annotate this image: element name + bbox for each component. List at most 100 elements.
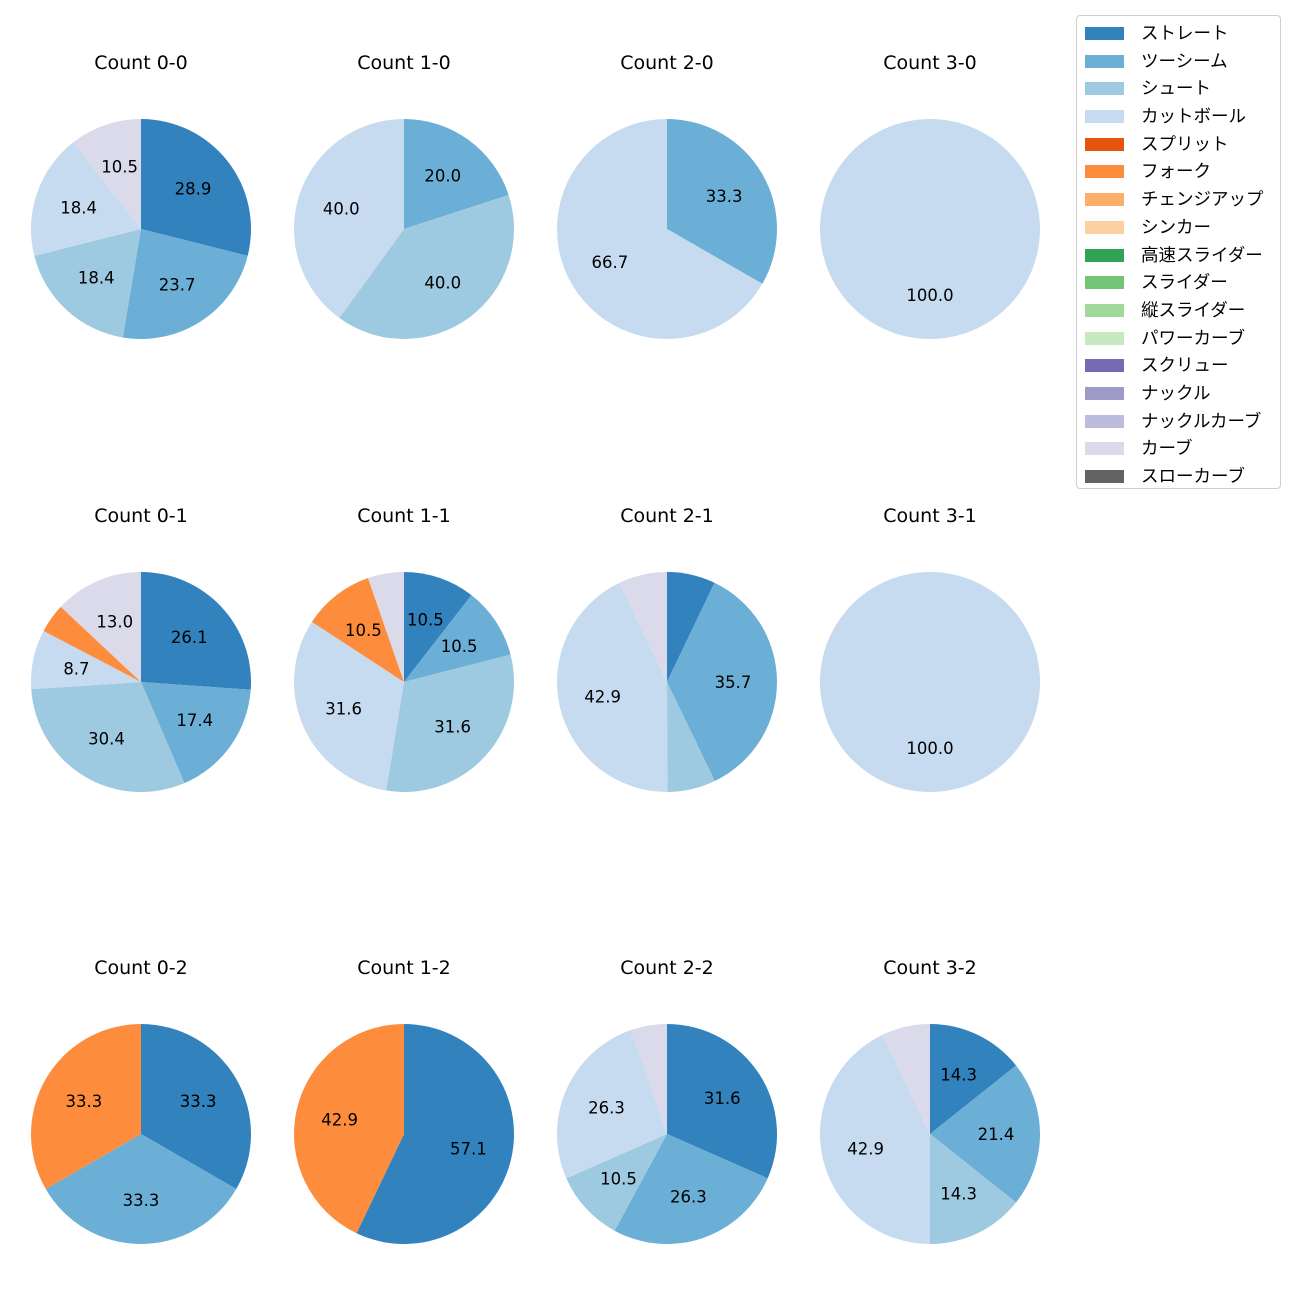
pie-slice bbox=[73, 119, 141, 229]
pie-slice bbox=[293, 119, 404, 318]
pie-slice-label: 100.0 bbox=[906, 286, 953, 305]
pie-slice bbox=[667, 682, 715, 792]
legend-label: ナックル bbox=[1141, 383, 1211, 404]
pie-slice-label: 33.3 bbox=[180, 1092, 217, 1111]
pie-slice-label: 40.0 bbox=[323, 200, 360, 219]
pie-slice-label: 33.3 bbox=[65, 1092, 102, 1111]
pie-slice bbox=[820, 119, 1040, 339]
legend-label: カーブ bbox=[1141, 439, 1193, 460]
pie-slice bbox=[667, 572, 715, 682]
pie-slice-label: 31.6 bbox=[704, 1089, 741, 1108]
legend-label: スライダー bbox=[1141, 273, 1228, 294]
pie-slice-label: 21.4 bbox=[978, 1125, 1015, 1144]
pie-slice bbox=[34, 229, 141, 338]
legend-label: フォーク bbox=[1141, 162, 1211, 183]
legend-item: 縦スライダー bbox=[1077, 296, 1280, 324]
pie-slice bbox=[667, 118, 778, 284]
pie-slice bbox=[557, 582, 668, 793]
pie-title: Count 3-1 bbox=[883, 505, 977, 527]
pie-slice-label: 33.3 bbox=[706, 187, 743, 206]
legend-swatch bbox=[1085, 27, 1124, 40]
pie-slice-label: 42.9 bbox=[847, 1140, 884, 1159]
pie-slice bbox=[667, 582, 777, 782]
pie-slice-label: 10.5 bbox=[407, 611, 444, 630]
pie-slice-label: 14.3 bbox=[940, 1066, 977, 1085]
pie-slice bbox=[141, 1024, 251, 1189]
pie-slice-label: 26.3 bbox=[670, 1187, 707, 1206]
pie-slice bbox=[293, 621, 404, 791]
legend-item: ナックルカーブ bbox=[1077, 407, 1280, 435]
pie-slice bbox=[557, 119, 763, 339]
legend-item: スプリット bbox=[1077, 130, 1280, 158]
legend: ストレート ツーシーム シュート カットボール スプリット フォーク チェンジアップ シンカー… bbox=[1076, 15, 1281, 489]
pie-slice bbox=[820, 572, 1040, 792]
pie-slice bbox=[930, 1065, 1040, 1203]
pie-slice-label: 28.9 bbox=[175, 179, 212, 198]
legend-swatch bbox=[1085, 331, 1124, 345]
legend-swatch bbox=[1085, 220, 1124, 234]
pie-7: Count 2-1 35.7 42.9 bbox=[557, 505, 777, 793]
pie-slice-label: 10.5 bbox=[345, 621, 382, 640]
pie-slice bbox=[930, 1134, 1017, 1244]
pie-slice-label: 13.0 bbox=[96, 612, 133, 631]
legend-label: ストレート bbox=[1141, 24, 1229, 44]
legend-label: シンカー bbox=[1141, 217, 1211, 238]
pie-title: Count 3-2 bbox=[883, 957, 977, 979]
pie-slice-label: 33.3 bbox=[123, 1191, 160, 1210]
pie-slice bbox=[631, 1024, 667, 1134]
legend-label: ツーシーム bbox=[1141, 51, 1228, 72]
pie-6: Count 1-1 10.5 10.5 31.6 31.6 10.5 bbox=[293, 505, 514, 793]
pie-slice bbox=[31, 682, 185, 792]
pie-1: Count 0-0 28.9 23.7 18.4 18.4 10.5 bbox=[30, 52, 252, 340]
legend-swatch bbox=[1085, 248, 1124, 262]
pie-slice bbox=[356, 1024, 515, 1244]
pie-slice-label: 100.0 bbox=[906, 739, 953, 758]
pie-slice-label: 31.6 bbox=[434, 718, 471, 737]
legend-label: 高速スライダー bbox=[1141, 245, 1263, 266]
legend-swatch bbox=[1085, 303, 1124, 317]
pie-slice bbox=[556, 1030, 667, 1179]
legend-item: シンカー bbox=[1077, 213, 1280, 241]
pie-slice bbox=[404, 119, 509, 229]
legend-item: 高速スライダー bbox=[1077, 241, 1280, 269]
pie-5: Count 0-1 26.1 17.4 30.4 8.7 13.0 bbox=[31, 505, 251, 792]
pie-title: Count 2-1 bbox=[620, 505, 714, 527]
pie-slice bbox=[368, 572, 404, 682]
pie-title: Count 1-2 bbox=[357, 957, 451, 979]
pie-slice bbox=[386, 654, 514, 793]
legend-item: シュート bbox=[1077, 74, 1280, 102]
pie-slice bbox=[122, 229, 248, 340]
legend-swatch bbox=[1085, 54, 1124, 68]
pie-slice bbox=[882, 1024, 930, 1134]
pie-slice bbox=[141, 572, 251, 690]
legend-swatch bbox=[1085, 414, 1124, 428]
pie-slice-label: 8.7 bbox=[63, 659, 89, 678]
pie-slice-label: 14.3 bbox=[940, 1184, 977, 1203]
pie-slice bbox=[820, 1034, 930, 1244]
pie-title: Count 2-2 bbox=[620, 957, 714, 979]
legend-label: スクリュー bbox=[1141, 356, 1229, 377]
pie-slice bbox=[45, 1134, 237, 1244]
pie-9: Count 0-2 33.3 33.3 33.3 bbox=[31, 957, 251, 1244]
pie-slice bbox=[43, 606, 141, 682]
legend-label: ナックルカーブ bbox=[1141, 411, 1262, 432]
pie-slice-label: 42.9 bbox=[321, 1110, 358, 1129]
pie-slice bbox=[930, 1024, 1017, 1134]
pie-slice bbox=[667, 1024, 778, 1179]
legend-swatch bbox=[1085, 386, 1124, 400]
legend-item: フォーク bbox=[1077, 157, 1280, 185]
pie-slice-label: 10.5 bbox=[101, 158, 138, 177]
legend-swatch bbox=[1085, 276, 1124, 290]
legend-swatch bbox=[1085, 442, 1124, 456]
legend-label: パワーカーブ bbox=[1141, 328, 1245, 349]
pie-slice bbox=[60, 572, 141, 682]
pie-slice-label: 26.1 bbox=[171, 628, 208, 647]
pie-title: Count 3-0 bbox=[883, 52, 977, 74]
legend-swatch bbox=[1085, 137, 1124, 151]
pie-2: Count 1-0 20.0 40.0 40.0 bbox=[293, 52, 515, 340]
pie-slice bbox=[566, 1134, 667, 1231]
legend-item: チェンジアップ bbox=[1077, 185, 1280, 213]
pie-slice-label: 23.7 bbox=[159, 275, 196, 294]
pie-slice-label: 18.4 bbox=[60, 199, 97, 218]
